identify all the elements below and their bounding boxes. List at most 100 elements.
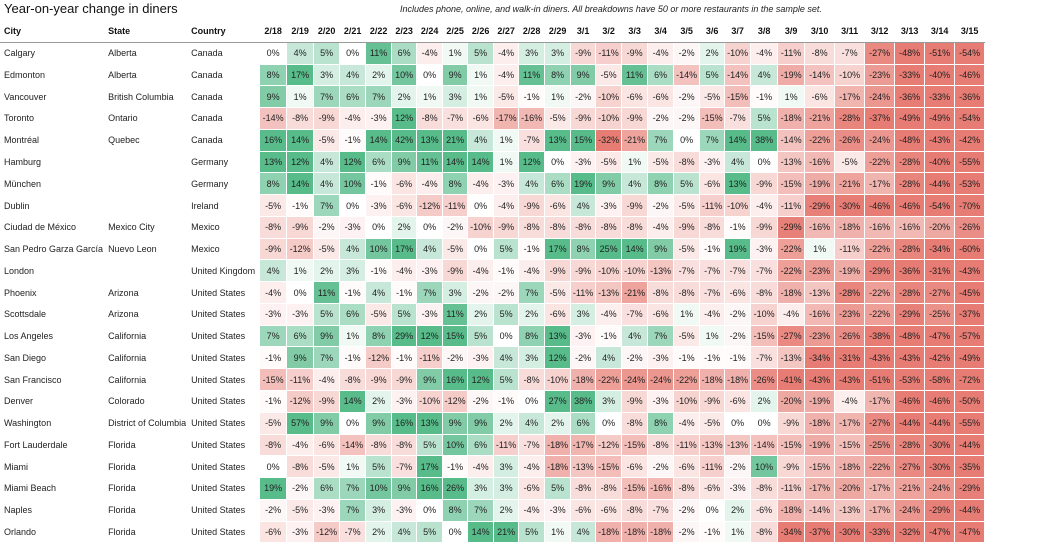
cell-value[interactable]: 3% [493,455,520,479]
cell-value[interactable]: 11% [313,281,341,304]
cell-value[interactable]: 0% [724,412,752,435]
cell-value[interactable]: 8% [365,325,393,348]
cell-value[interactable]: -32% [894,521,926,543]
cell-value[interactable]: -15% [834,434,866,457]
cell-value[interactable]: -3% [286,303,315,326]
cell-value[interactable]: -6% [647,303,675,326]
cell-value[interactable]: -1% [699,238,726,261]
cell-value[interactable]: -6% [518,477,546,500]
cell-value[interactable]: -5% [544,107,572,130]
header-date[interactable]: 3/4 [647,21,675,43]
cell-value[interactable]: -33% [894,64,926,87]
cell-value[interactable]: -4% [391,259,418,283]
header-country[interactable]: Country [186,21,261,43]
cell-value[interactable]: 16% [416,477,444,500]
cell-value[interactable]: -10% [544,368,572,392]
cell-value[interactable]: 19% [570,172,597,196]
cell-value[interactable]: -6% [724,281,752,304]
cell-value[interactable]: -48% [894,325,926,348]
cell-country[interactable]: Mexico [186,216,261,239]
cell-value[interactable]: -9% [391,368,418,392]
cell-value[interactable]: -14% [339,434,367,457]
cell-value[interactable]: 3% [518,42,546,65]
cell-value[interactable]: -3% [416,259,444,283]
cell-value[interactable]: 26% [442,477,469,500]
cell-value[interactable]: -47% [924,325,956,348]
cell-value[interactable]: 5% [544,477,572,500]
cell-value[interactable]: -28% [834,107,866,130]
cell-value[interactable]: 12% [467,368,495,392]
cell-value[interactable]: 4% [750,64,779,87]
cell-value[interactable]: -47% [954,521,986,543]
cell-value[interactable]: 13% [259,151,288,174]
cell-value[interactable]: -1% [286,194,315,217]
cell-value[interactable]: 7% [339,499,367,522]
cell-value[interactable]: -7% [518,129,546,152]
cell-value[interactable]: 4% [313,151,341,174]
cell-value[interactable]: 4% [391,521,418,543]
cell-value[interactable]: -18% [544,434,572,457]
cell-value[interactable]: -18% [699,368,726,392]
cell-value[interactable]: -21% [804,107,836,130]
cell-value[interactable]: -4% [339,107,367,130]
cell-value[interactable]: -2% [442,346,469,370]
cell-value[interactable]: -18% [595,521,623,543]
cell-value[interactable]: -9% [313,390,341,413]
cell-value[interactable]: -5% [259,412,288,435]
cell-value[interactable]: -7% [647,499,675,522]
cell-city[interactable]: Washington [0,412,105,435]
cell-value[interactable]: -37% [864,107,896,130]
cell-value[interactable]: 8% [442,499,469,522]
cell-value[interactable]: -5% [699,85,726,109]
cell-value[interactable]: 11% [518,64,546,87]
cell-value[interactable]: 4% [595,346,623,370]
cell-value[interactable]: -46% [954,64,986,87]
cell-value[interactable]: -6% [750,499,779,522]
cell-value[interactable]: -9% [518,194,546,217]
header-date[interactable]: 2/24 [416,21,444,43]
cell-value[interactable]: -34% [924,238,956,261]
cell-value[interactable]: -20% [924,216,956,239]
cell-value[interactable]: 1% [339,325,367,348]
cell-value[interactable]: 12% [416,325,444,348]
cell-value[interactable]: 19% [259,477,288,500]
cell-value[interactable]: -8% [339,368,367,392]
cell-value[interactable]: -7% [518,434,546,457]
cell-value[interactable]: -57% [954,325,986,348]
cell-value[interactable]: -3% [339,216,367,239]
cell-value[interactable]: -23% [804,259,836,283]
cell-value[interactable]: -29% [777,216,806,239]
cell-value[interactable]: -15% [595,455,623,479]
cell-value[interactable]: -5% [595,64,623,87]
cell-value[interactable]: -5% [544,281,572,304]
cell-value[interactable]: -6% [804,85,836,109]
cell-value[interactable]: -10% [595,259,623,283]
cell-value[interactable]: -1% [493,390,520,413]
cell-value[interactable]: -9% [750,216,779,239]
cell-value[interactable]: -3% [570,325,597,348]
cell-value[interactable]: 16% [259,129,288,152]
cell-state[interactable]: Quebec [103,129,188,152]
cell-value[interactable]: 3% [442,85,469,109]
cell-value[interactable]: -9% [570,42,597,65]
cell-value[interactable]: -42% [954,129,986,152]
cell-value[interactable]: -18% [544,455,572,479]
cell-value[interactable]: -16% [864,216,896,239]
cell-value[interactable]: -10% [724,194,752,217]
cell-value[interactable]: -1% [365,172,393,196]
cell-value[interactable]: -4% [595,303,623,326]
cell-value[interactable]: 12% [544,346,572,370]
cell-value[interactable]: -23% [864,64,896,87]
cell-value[interactable]: 8% [570,238,597,261]
cell-value[interactable]: -8% [259,216,288,239]
cell-value[interactable]: -14% [259,107,288,130]
cell-value[interactable]: 5% [518,521,546,543]
cell-value[interactable]: 5% [313,303,341,326]
cell-value[interactable]: -10% [595,85,623,109]
cell-city[interactable]: München [0,172,105,196]
cell-value[interactable]: 3% [467,477,495,500]
cell-value[interactable]: 7% [313,85,341,109]
cell-value[interactable]: -4% [673,412,701,435]
cell-value[interactable]: -36% [894,85,926,109]
cell-value[interactable]: -20% [777,390,806,413]
